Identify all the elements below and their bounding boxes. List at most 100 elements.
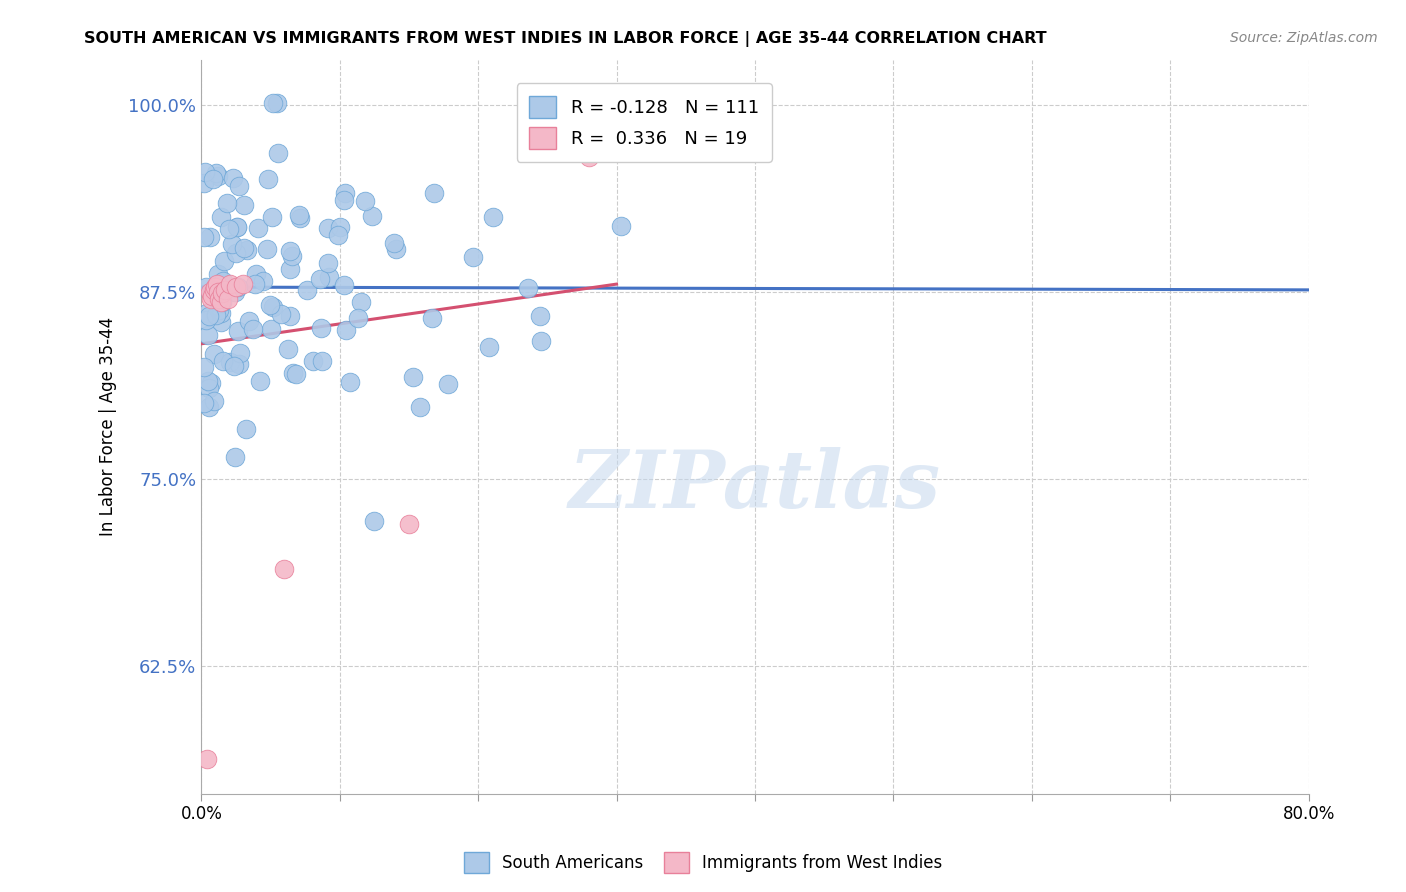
Point <box>578 150 600 164</box>
Point <box>224 359 246 374</box>
Point <box>233 197 256 211</box>
Point <box>516 280 538 294</box>
Point <box>262 300 284 314</box>
Point <box>193 396 215 410</box>
Text: Source: ZipAtlas.com: Source: ZipAtlas.com <box>1230 31 1378 45</box>
Point <box>530 334 553 348</box>
Point <box>214 283 236 297</box>
Point <box>277 342 299 356</box>
Point <box>194 165 217 179</box>
Point <box>385 242 408 256</box>
Point <box>333 193 356 207</box>
Point <box>235 422 257 436</box>
Point <box>224 450 246 464</box>
Point <box>193 176 215 190</box>
Point <box>270 307 292 321</box>
Point <box>246 221 269 235</box>
Point <box>207 169 229 183</box>
Point <box>245 277 267 292</box>
Point <box>281 366 304 380</box>
Point <box>202 283 225 297</box>
Point <box>232 277 254 292</box>
Point <box>211 353 233 368</box>
Point <box>529 309 551 323</box>
Point <box>347 310 370 325</box>
Point <box>259 297 281 311</box>
Point <box>208 293 231 307</box>
Point <box>361 209 384 223</box>
Point <box>205 277 228 292</box>
Point <box>217 293 239 307</box>
Point <box>200 293 222 307</box>
Point <box>198 309 221 323</box>
Point <box>193 359 215 374</box>
Point <box>202 172 225 186</box>
Point <box>267 146 290 161</box>
Point <box>402 370 425 384</box>
Point <box>197 328 219 343</box>
Point <box>309 321 332 335</box>
Point <box>354 194 377 209</box>
Point <box>260 322 283 336</box>
Point <box>350 294 373 309</box>
Point <box>212 274 235 288</box>
Point <box>205 166 228 180</box>
Point <box>208 303 231 318</box>
Point <box>423 186 446 200</box>
Point <box>204 280 226 294</box>
Point <box>226 324 249 338</box>
Point <box>200 376 222 390</box>
Point <box>295 283 318 297</box>
Point <box>420 310 443 325</box>
Point <box>225 246 247 260</box>
Point <box>408 400 430 414</box>
Point <box>316 221 339 235</box>
Text: SOUTH AMERICAN VS IMMIGRANTS FROM WEST INDIES IN LABOR FORCE | AGE 35-44 CORRELA: SOUTH AMERICAN VS IMMIGRANTS FROM WEST I… <box>84 31 1047 47</box>
Point <box>229 345 252 359</box>
Legend: South Americans, Immigrants from West Indies: South Americans, Immigrants from West In… <box>457 846 949 880</box>
Point <box>329 219 352 234</box>
Point <box>339 375 361 389</box>
Point <box>333 186 356 200</box>
Point <box>209 315 232 329</box>
Point <box>281 249 304 263</box>
Point <box>205 309 228 323</box>
Point <box>273 562 295 576</box>
Point <box>278 244 301 258</box>
Point <box>284 367 307 381</box>
Point <box>201 284 224 298</box>
Y-axis label: In Labor Force | Age 35-44: In Labor Force | Age 35-44 <box>100 317 117 536</box>
Point <box>209 306 232 320</box>
Point <box>200 230 222 244</box>
Point <box>195 306 218 320</box>
Point <box>335 323 357 337</box>
Point <box>202 347 225 361</box>
Point <box>288 211 311 226</box>
Point <box>198 400 221 414</box>
Point <box>225 280 247 294</box>
Point <box>202 394 225 409</box>
Point <box>316 256 339 270</box>
Point <box>211 295 233 310</box>
Point <box>228 357 250 371</box>
Point <box>363 514 385 528</box>
Point <box>482 210 505 224</box>
Point <box>226 280 249 294</box>
Point <box>221 237 243 252</box>
Point <box>209 210 232 224</box>
Point <box>225 220 247 235</box>
Point <box>194 312 217 326</box>
Point <box>245 268 267 282</box>
Point <box>226 219 249 234</box>
Point <box>262 96 284 111</box>
Point <box>207 267 229 281</box>
Point <box>193 229 215 244</box>
Point <box>219 277 242 292</box>
Point <box>437 377 460 392</box>
Point <box>218 221 240 235</box>
Point <box>197 381 219 395</box>
Point <box>224 285 246 299</box>
Text: ZIPatlas: ZIPatlas <box>569 447 941 524</box>
Point <box>198 285 221 299</box>
Legend: R = -0.128   N = 111, R =  0.336   N = 19: R = -0.128 N = 111, R = 0.336 N = 19 <box>517 83 772 161</box>
